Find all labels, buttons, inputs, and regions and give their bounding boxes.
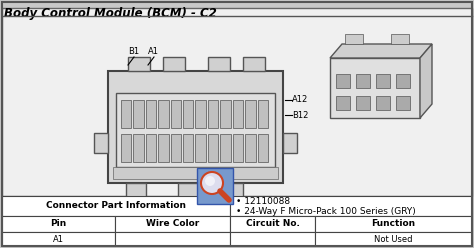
Text: Not Used: Not Used — [374, 235, 413, 244]
Bar — [195, 134, 206, 162]
Bar — [121, 134, 131, 162]
Bar — [336, 96, 350, 110]
Bar — [233, 134, 243, 162]
Bar — [183, 99, 193, 127]
Bar — [345, 34, 363, 44]
Bar — [94, 133, 108, 153]
Bar — [126, 183, 146, 197]
Bar — [2, 8, 472, 196]
Bar — [356, 96, 370, 110]
Bar — [208, 134, 219, 162]
Text: B1: B1 — [128, 47, 139, 56]
Polygon shape — [420, 44, 432, 118]
Bar — [158, 99, 169, 127]
Bar — [115, 216, 230, 232]
Bar — [116, 93, 275, 167]
Bar — [257, 134, 268, 162]
Bar — [315, 232, 472, 246]
Bar — [356, 74, 370, 88]
Bar — [376, 96, 390, 110]
Bar — [2, 216, 115, 232]
Text: Circuit No.: Circuit No. — [246, 219, 300, 228]
Bar — [158, 134, 169, 162]
Text: • 24-Way F Micro-Pack 100 Series (GRY): • 24-Way F Micro-Pack 100 Series (GRY) — [236, 207, 416, 216]
Text: A1: A1 — [148, 47, 159, 56]
Bar — [178, 183, 198, 197]
Bar — [113, 167, 278, 179]
Bar — [230, 196, 472, 216]
Bar — [195, 99, 206, 127]
Bar — [146, 99, 156, 127]
Polygon shape — [330, 44, 432, 58]
Bar — [336, 74, 350, 88]
Circle shape — [205, 176, 215, 186]
Bar — [121, 99, 131, 127]
Bar — [2, 232, 115, 246]
Bar — [230, 216, 315, 232]
Text: Connector Part Information: Connector Part Information — [46, 201, 186, 211]
Bar — [396, 74, 410, 88]
Bar — [208, 99, 219, 127]
Bar — [163, 57, 185, 71]
Bar — [245, 99, 255, 127]
Bar — [2, 196, 230, 216]
Bar — [330, 58, 420, 118]
Bar — [197, 168, 233, 204]
Bar — [283, 133, 297, 153]
Text: A12: A12 — [292, 95, 308, 104]
Bar — [243, 57, 265, 71]
Bar — [220, 134, 231, 162]
Bar — [315, 216, 472, 232]
Bar — [108, 71, 283, 183]
Bar — [391, 34, 409, 44]
Bar — [208, 57, 230, 71]
Text: B12: B12 — [292, 111, 309, 120]
Bar — [230, 232, 315, 246]
Text: Body Control Module (BCM) - C2: Body Control Module (BCM) - C2 — [4, 7, 217, 20]
Text: A1: A1 — [53, 235, 64, 244]
Bar — [233, 99, 243, 127]
Bar — [115, 232, 230, 246]
Bar — [171, 99, 181, 127]
Bar — [171, 134, 181, 162]
Bar — [257, 99, 268, 127]
Bar — [133, 134, 144, 162]
Bar — [223, 183, 243, 197]
Bar — [128, 57, 150, 71]
Text: • 12110088: • 12110088 — [236, 197, 290, 206]
Bar — [245, 134, 255, 162]
Text: Function: Function — [372, 219, 416, 228]
Bar — [146, 134, 156, 162]
Bar — [396, 96, 410, 110]
Text: Pin: Pin — [50, 219, 67, 228]
Bar — [183, 134, 193, 162]
Bar — [133, 99, 144, 127]
Bar — [220, 99, 231, 127]
Bar — [376, 74, 390, 88]
Circle shape — [201, 172, 223, 194]
Text: Wire Color: Wire Color — [146, 219, 199, 228]
